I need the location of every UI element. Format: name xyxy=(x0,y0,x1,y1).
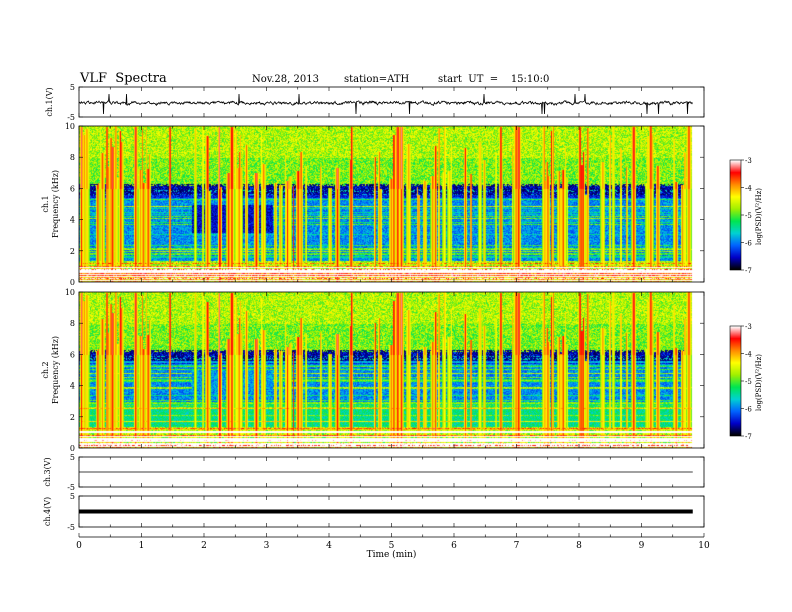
ch4-ylabel: ch.4(V) xyxy=(43,497,52,526)
colorbar-tick-label: -7 xyxy=(745,433,752,441)
ch1-trace xyxy=(78,93,693,115)
station-label: station=ATH xyxy=(344,74,410,85)
colorbar-tick-label: -6 xyxy=(745,240,752,248)
colorbar-tick-label: -3 xyxy=(745,323,752,331)
y-tick-label: 10 xyxy=(65,122,75,131)
colorbar-tick-label: -4 xyxy=(745,351,752,359)
ch3-ylabel: ch.3(V) xyxy=(43,457,52,486)
colorbar-label-2: log(PSD)(V²/Hz) xyxy=(755,354,763,411)
ch1-spectrogram-ylabel-line1: ch.1 xyxy=(41,195,50,212)
y-tick-label: 4 xyxy=(70,382,75,391)
x-tick-label: 10 xyxy=(698,541,710,551)
colorbar-tick-label: -6 xyxy=(745,406,752,414)
y-tick-label: 8 xyxy=(70,153,75,162)
figure-header: VLF Spectra Nov.28, 2013 station=ATH sta… xyxy=(0,71,792,88)
x-tick-label: 2 xyxy=(201,541,207,551)
ch1-waveform-frame xyxy=(78,86,705,118)
y-tick-label: 5 xyxy=(70,492,75,501)
y-tick-label: 6 xyxy=(70,184,75,193)
colorbar-1 xyxy=(730,160,741,270)
y-tick-label: 0 xyxy=(70,444,75,453)
y-tick-label: -5 xyxy=(67,113,75,122)
colorbar-2 xyxy=(730,326,741,436)
y-tick-label: 4 xyxy=(70,216,75,225)
y-tick-label: 6 xyxy=(70,350,75,359)
ch2-spectrogram-ylabel-line2: Frequency (kHz) xyxy=(51,336,60,404)
spectrogram-image-1 xyxy=(79,126,704,282)
colorbar-tick-label: -3 xyxy=(745,157,752,165)
date-label: Nov.28, 2013 xyxy=(252,74,319,85)
start-time-label: start UT = 15:10:0 xyxy=(438,74,550,85)
x-tick-label: 9 xyxy=(639,541,645,551)
y-tick-label: 10 xyxy=(65,288,75,297)
colorbar-tick-label: -5 xyxy=(745,212,752,220)
x-tick-label: 8 xyxy=(576,541,582,551)
x-axis-label: Time (min) xyxy=(367,549,417,560)
colorbar-tick-label: -5 xyxy=(745,378,752,386)
y-tick-label: 8 xyxy=(70,319,75,328)
y-tick-label: 0 xyxy=(70,278,75,287)
y-tick-label: 2 xyxy=(70,413,75,422)
y-tick-label: -5 xyxy=(67,483,75,492)
y-tick-label: 2 xyxy=(70,247,75,256)
colorbar-tick-label: -7 xyxy=(745,267,752,275)
x-tick-label: 0 xyxy=(76,541,82,551)
ch1-ylabel: ch.1(V) xyxy=(45,87,54,116)
ch1-spectrogram-ylabel-line2: Frequency (kHz) xyxy=(51,170,60,238)
x-tick-label: 6 xyxy=(451,541,457,551)
colorbar-tick-label: -4 xyxy=(745,185,752,193)
figure-title: VLF Spectra xyxy=(80,71,167,86)
y-tick-label: 5 xyxy=(70,453,75,462)
spectrogram-image-2 xyxy=(79,292,704,448)
ch2-spectrogram-ylabel-line1: ch.2 xyxy=(41,361,50,378)
x-tick-label: 4 xyxy=(326,541,332,551)
y-tick-label: -5 xyxy=(67,523,75,532)
x-tick-label: 1 xyxy=(139,541,145,551)
colorbar-label-1: log(PSD)(V²/Hz) xyxy=(755,188,763,245)
x-tick-label: 5 xyxy=(389,541,395,551)
x-tick-label: 3 xyxy=(264,541,270,551)
y-tick-label: 5 xyxy=(70,83,75,92)
x-tick-label: 7 xyxy=(514,541,520,551)
